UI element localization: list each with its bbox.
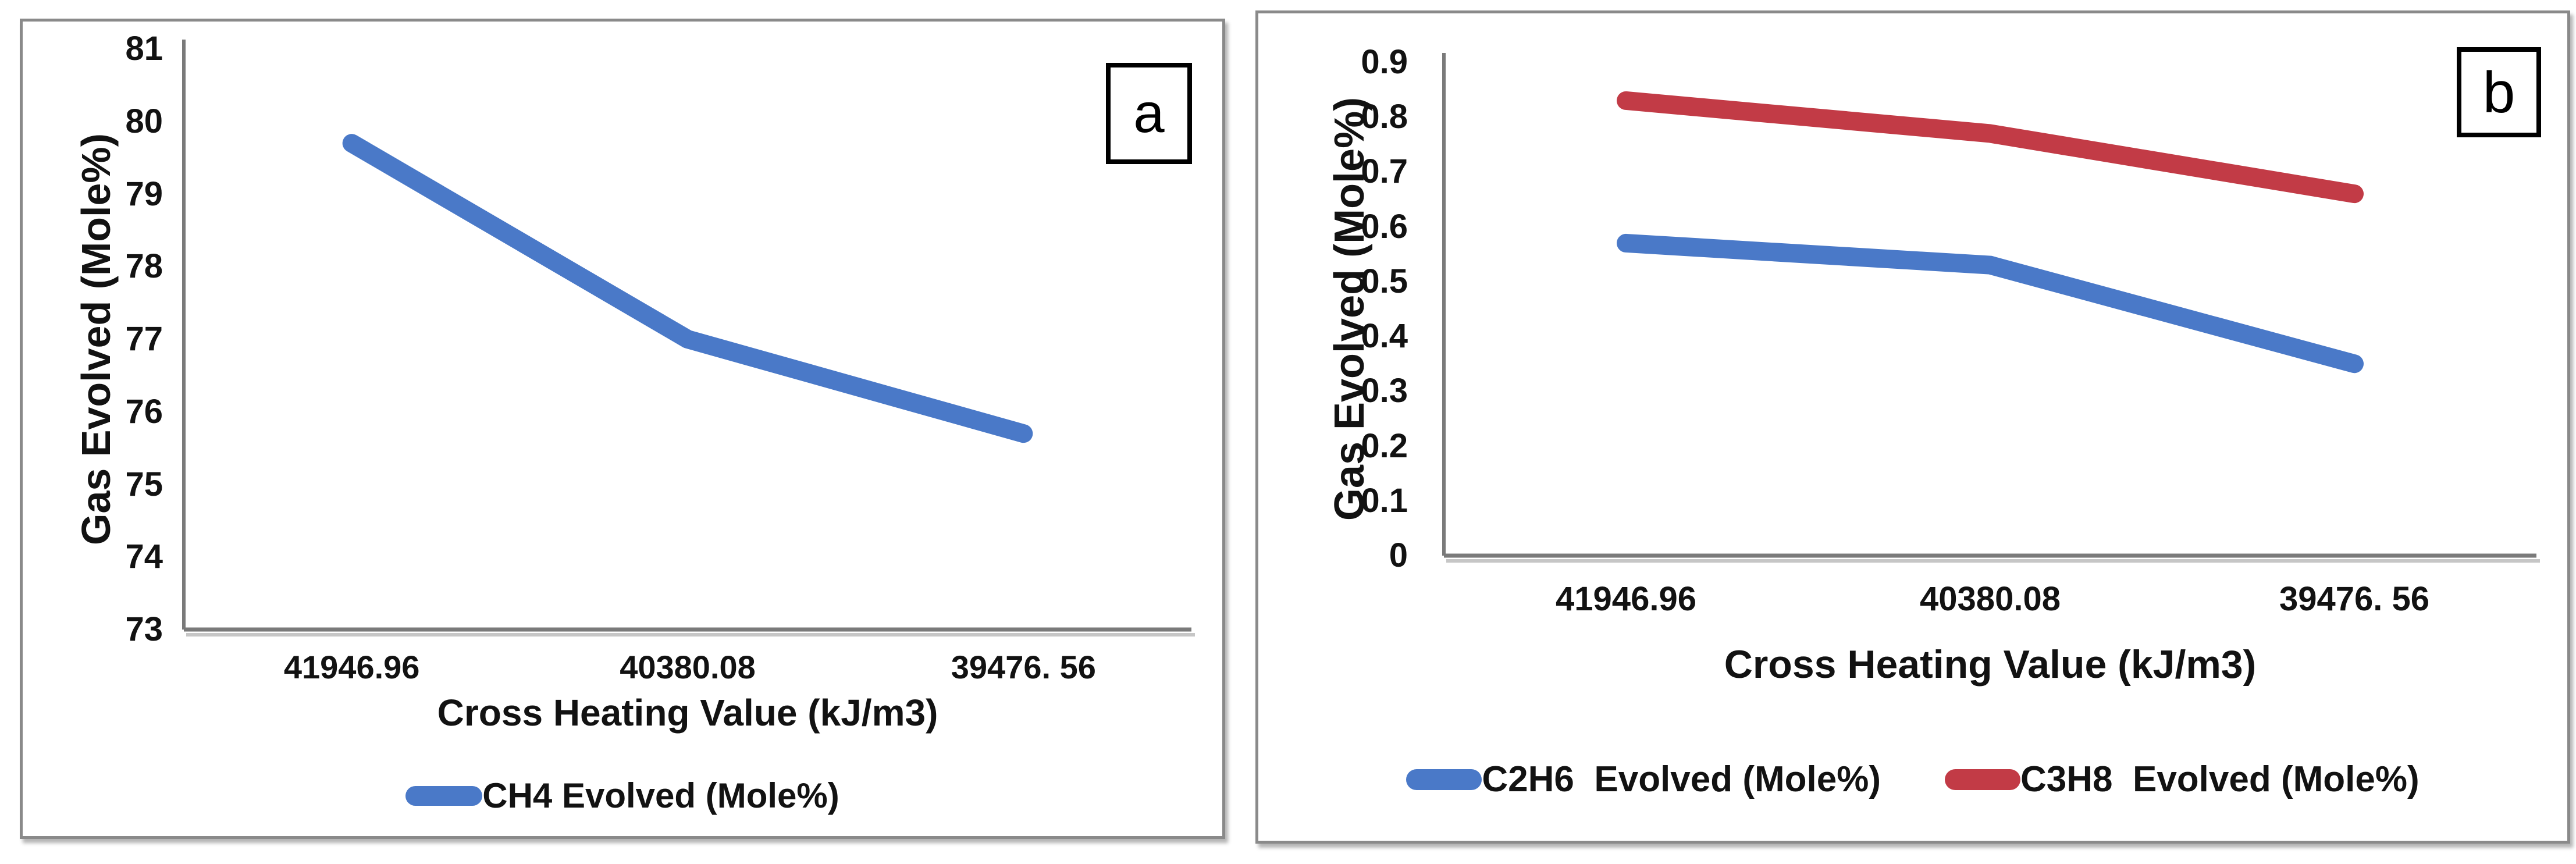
legend-series-label: CH4 Evolved (Mole%) bbox=[482, 776, 839, 815]
y-tick-label: 78 bbox=[125, 247, 163, 286]
y-tick-label: 0.9 bbox=[1361, 43, 1408, 81]
y-tick-label: 0.2 bbox=[1361, 426, 1408, 465]
y-tick-label: 79 bbox=[125, 175, 163, 213]
panel-letter-box-b: b bbox=[2457, 47, 2541, 137]
y-tick-label: 0.4 bbox=[1361, 317, 1408, 355]
chart-panel-b: Gas Evolved (Mole%) Cross Heating Value … bbox=[1255, 10, 2570, 844]
plot-canvas-a bbox=[182, 40, 1195, 637]
series-line-0 bbox=[1617, 233, 2364, 374]
y-tick-label: 81 bbox=[125, 30, 163, 67]
panel-letter: b bbox=[2482, 59, 2515, 125]
plot-canvas-b bbox=[1442, 53, 2540, 563]
x-tick-label: 39476. 56 bbox=[2279, 580, 2430, 618]
x-axis-title: Cross Heating Value (kJ/m3) bbox=[437, 692, 938, 734]
legend-series-label: C3H8 Evolved (Mole%) bbox=[2020, 759, 2420, 799]
x-tick-label: 40380.08 bbox=[1920, 580, 2061, 618]
y-tick-label: 0.5 bbox=[1361, 262, 1408, 300]
y-tick-label: 74 bbox=[125, 538, 163, 576]
series-line-0 bbox=[342, 134, 1033, 443]
y-tick-label: 0.1 bbox=[1361, 481, 1408, 520]
legend: C2H6 Evolved (Mole%) C3H8 Evolved (Mole%) bbox=[1258, 756, 2567, 803]
chart-panel-a: Gas Evolved (Mole%) Cross Heating Value … bbox=[20, 19, 1225, 839]
legend-series-label: C2H6 Evolved (Mole%) bbox=[1482, 759, 1881, 799]
legend-line-marker bbox=[1406, 769, 1482, 790]
legend-line-marker bbox=[1945, 769, 2020, 790]
legend-entry: C3H8 Evolved (Mole%) bbox=[1945, 762, 2420, 798]
legend-entry: C2H6 Evolved (Mole%) bbox=[1406, 762, 1881, 798]
y-tick-label: 77 bbox=[125, 320, 163, 358]
legend-line-marker bbox=[405, 786, 483, 806]
panel-letter-box-a: a bbox=[1106, 63, 1192, 164]
y-tick-label: 0 bbox=[1389, 536, 1408, 574]
y-tick-label: 0.8 bbox=[1361, 98, 1408, 136]
x-tick-label: 40380.08 bbox=[620, 649, 756, 685]
x-tick-label: 41946.96 bbox=[1556, 580, 1696, 618]
y-tick-label: 0.3 bbox=[1361, 372, 1408, 410]
panel-letter: a bbox=[1133, 82, 1165, 144]
y-tick-label: 73 bbox=[125, 610, 163, 648]
x-tick-label: 41946.96 bbox=[283, 649, 420, 685]
y-tick-label: 80 bbox=[125, 102, 163, 140]
y-tick-label: 76 bbox=[125, 392, 163, 431]
x-tick-label: 39476. 56 bbox=[951, 649, 1096, 685]
y-tick-label: 0.7 bbox=[1361, 152, 1408, 191]
x-axis-title: Cross Heating Value (kJ/m3) bbox=[1724, 642, 2257, 687]
legend: CH4 Evolved (Mole%) bbox=[23, 773, 1222, 819]
legend-entry: CH4 Evolved (Mole%) bbox=[405, 778, 839, 813]
series-line-1 bbox=[1617, 91, 2364, 204]
y-tick-label: 0.6 bbox=[1361, 207, 1408, 246]
y-tick-label: 75 bbox=[125, 465, 163, 503]
